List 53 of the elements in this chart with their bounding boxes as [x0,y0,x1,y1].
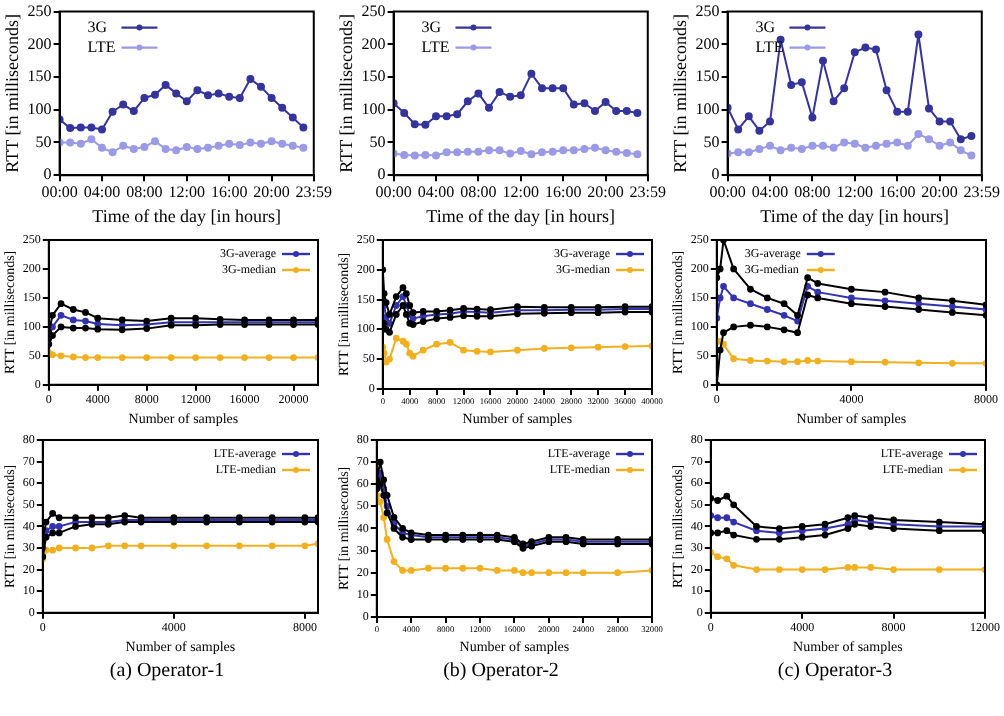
legend-label: 3G [87,17,108,36]
x-tick-label: 04:00 [83,182,121,201]
y-tick-label: 50 [703,132,720,151]
x-tick-label: 04:00 [417,182,455,201]
y-tick-label: 50 [369,132,386,151]
legend-label: LTE [421,37,450,56]
y-tick-label: 100 [361,99,386,118]
y-tick-label: 250 [695,1,720,20]
x-tick-label: 00:00 [41,182,78,201]
x-tick-label: 08:00 [794,182,831,201]
y-axis-title: RTT [in milliseconds] [335,14,356,173]
text: (a) Operator-1 [107,660,227,682]
x-tick-label: 16:00 [544,182,582,201]
y-tick-label: 100 [27,99,52,118]
text: (c) Operator-3 [775,660,895,682]
y-tick-label: 50 [35,132,52,151]
x-tick-label: 16:00 [210,182,248,201]
y-tick-label: 150 [361,67,386,86]
x-tick-label: 23:59 [963,182,1001,201]
legend-label: 3G [755,17,776,36]
y-tick-label: 0 [711,165,720,184]
y-tick-label: 0 [377,165,386,184]
y-tick-label: 150 [695,67,720,86]
y-tick-label: 150 [27,67,52,86]
y-tick-label: 100 [695,99,720,118]
x-axis-title: Time of the day [in hours] [92,205,282,226]
y-tick-label: 200 [695,34,720,53]
x-tick-label: 20:00 [253,182,290,201]
x-tick-label: 20:00 [587,182,624,201]
y-tick-label: 250 [361,1,386,20]
y-tick-label: 250 [27,1,52,20]
y-tick-label: 0 [43,165,52,184]
x-tick-label: 08:00 [460,182,497,201]
x-tick-label: 00:00 [709,182,746,201]
x-tick-label: 23:59 [629,182,667,201]
y-axis-title: RTT [in milliseconds] [669,14,690,173]
x-tick-label: 20:00 [921,182,958,201]
x-tick-label: 23:59 [295,182,333,201]
x-tick-label: 12:00 [836,182,874,201]
legend-label: 3G [421,17,442,36]
x-tick-label: 00:00 [375,182,412,201]
y-tick-label: 200 [361,34,386,53]
y-tick-label: 200 [27,34,52,53]
x-tick-label: 12:00 [502,182,540,201]
y-axis-title: RTT [in milliseconds] [1,14,22,173]
x-tick-label: 16:00 [878,182,916,201]
legend-label: LTE [87,37,116,56]
x-tick-label: 12:00 [168,182,206,201]
text: (b) Operator-2 [441,660,561,682]
x-tick-label: 04:00 [751,182,789,201]
x-axis-title: Time of the day [in hours] [760,205,950,226]
x-axis-title: Time of the day [in hours] [426,205,616,226]
x-tick-label: 08:00 [126,182,163,201]
